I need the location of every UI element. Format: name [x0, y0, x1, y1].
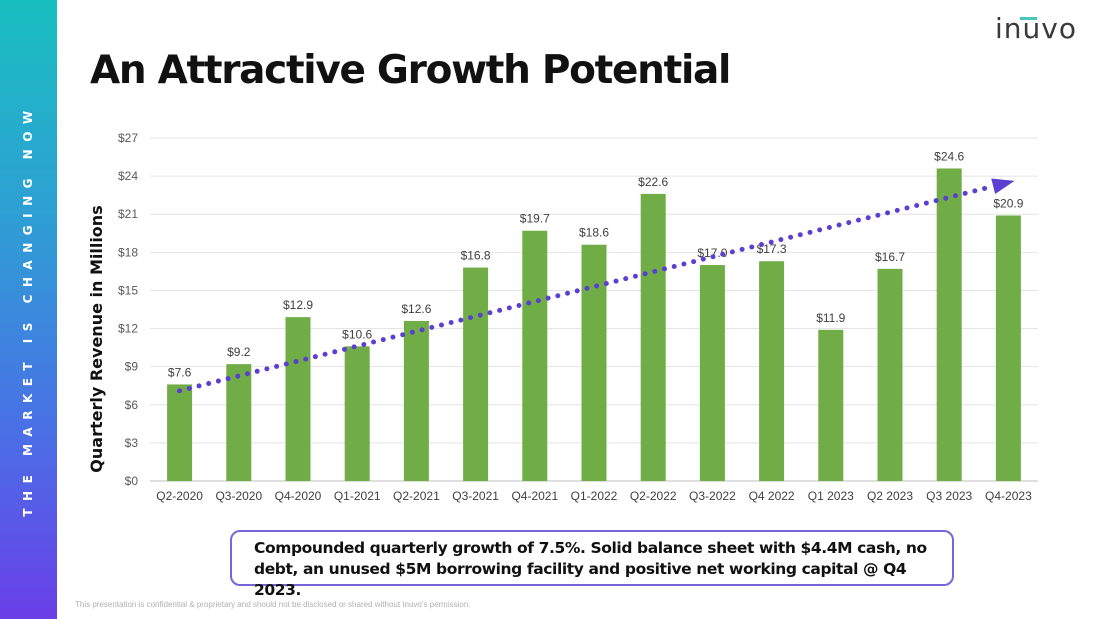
bar — [936, 168, 962, 481]
data-label: $9.2 — [227, 345, 251, 359]
confidentiality-footer: This presentation is confidential & prop… — [75, 600, 471, 609]
y-tick-label: $27 — [118, 131, 138, 145]
data-label: $12.9 — [283, 298, 313, 312]
x-tick-label: Q2-2021 — [393, 489, 440, 503]
growth-callout: Compounded quarterly growth of 7.5%. Sol… — [230, 530, 954, 599]
y-tick-label: $3 — [125, 436, 139, 450]
trendline-path — [177, 183, 996, 394]
bar — [640, 193, 666, 481]
bar — [522, 230, 548, 481]
data-label: $7.6 — [168, 365, 192, 379]
data-label: $19.7 — [520, 212, 550, 226]
data-label: $17.3 — [757, 242, 787, 256]
slide-title: An Attractive Growth Potential — [90, 48, 731, 93]
y-tick-label: $21 — [118, 207, 138, 221]
x-tick-label: Q3-2021 — [452, 489, 499, 503]
bar — [818, 329, 844, 481]
data-label: $16.7 — [875, 250, 905, 264]
bar — [226, 364, 252, 481]
x-tick-label: Q2-2020 — [156, 489, 203, 503]
x-tick-label: Q3 2023 — [926, 489, 972, 503]
data-label: $17.0 — [697, 246, 727, 260]
x-tick-label: Q2-2022 — [630, 489, 677, 503]
data-label: $12.6 — [401, 302, 431, 316]
data-label: $18.6 — [579, 226, 609, 240]
data-label: $11.9 — [816, 311, 845, 325]
trendline-arrowhead — [991, 178, 1015, 195]
bar — [344, 346, 370, 481]
bar — [581, 244, 607, 481]
x-tick-label: Q3-2022 — [689, 489, 736, 503]
y-axis-label: Quarterly Revenue in Millions — [87, 205, 106, 472]
bar — [995, 215, 1021, 481]
bar — [699, 265, 725, 481]
logo-accent-bar — [1020, 17, 1037, 20]
y-tick-label: $6 — [125, 398, 139, 412]
y-tick-label: $15 — [118, 283, 138, 297]
bar — [759, 261, 785, 481]
x-tick-label: Q2 2023 — [867, 489, 913, 503]
data-label: $10.6 — [342, 327, 372, 341]
trendline — [177, 178, 1015, 394]
x-axis-ticks: Q2-2020 Q3-2020 Q4-2020 Q1-2021 Q2-2021 Q3-20… — [156, 489, 1032, 503]
y-tick-label: $24 — [118, 169, 138, 183]
bar — [877, 268, 903, 481]
y-tick-label: $0 — [125, 474, 139, 488]
y-axis-ticks: $0 $3 $6 $9 $12 $15 $18 $21 $24 $27 — [118, 131, 138, 488]
chart-bars — [167, 168, 1021, 481]
bar — [463, 267, 489, 481]
data-label: $22.6 — [638, 175, 668, 189]
bar — [403, 320, 429, 481]
data-label: $20.9 — [993, 196, 1023, 210]
side-accent-band: THE MARKET IS CHANGING NOW — [0, 0, 57, 619]
bar — [167, 384, 193, 481]
y-tick-label: $18 — [118, 245, 138, 259]
y-tick-label: $12 — [118, 322, 138, 336]
x-tick-label: Q4-2020 — [275, 489, 322, 503]
inuvo-logo: inuvo — [995, 12, 1085, 46]
x-tick-label: Q1-2021 — [334, 489, 381, 503]
x-tick-label: Q1 2023 — [808, 489, 854, 503]
y-tick-label: $9 — [125, 360, 139, 374]
x-tick-label: Q4-2021 — [511, 489, 558, 503]
x-tick-label: Q3-2020 — [215, 489, 262, 503]
x-tick-label: Q1-2022 — [571, 489, 618, 503]
data-label: $16.8 — [461, 249, 491, 263]
x-tick-label: Q4-2023 — [985, 489, 1032, 503]
bar — [285, 317, 311, 481]
x-tick-label: Q4 2022 — [749, 489, 795, 503]
data-label: $24.6 — [934, 149, 964, 163]
chart-data-labels: $7.6 $9.2 $12.9 $10.6 $12.6 $16.8 $19.7 $18.6 $2… — [168, 149, 1024, 379]
